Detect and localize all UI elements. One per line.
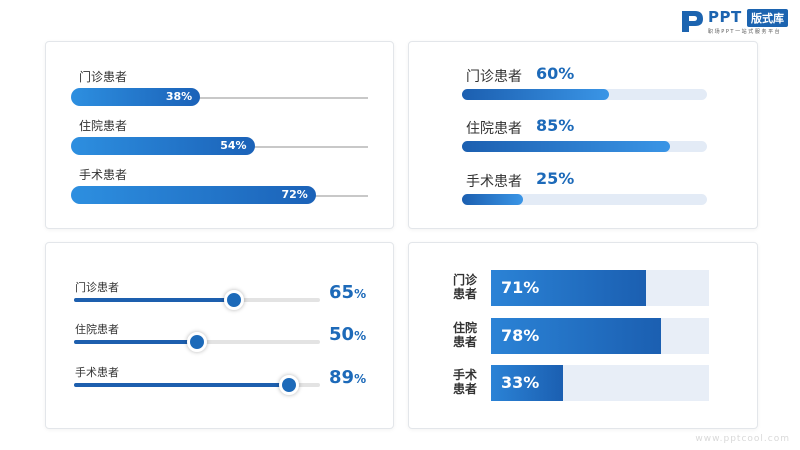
bar (462, 89, 609, 100)
bar (74, 298, 234, 302)
slider-knob (223, 290, 244, 310)
bar-label-line: 手术 (452, 368, 477, 382)
bar-label: 手术患者 (75, 366, 119, 379)
watermark: www.pptcool.com (695, 434, 790, 444)
data-label: 54% (220, 139, 247, 152)
data-label: 60% (536, 64, 575, 83)
unit-label: % (354, 287, 367, 301)
bar-label-line: 门诊 (452, 273, 477, 287)
bar: 72% (71, 186, 316, 204)
logo: PPT 版式库 职场PPT一站式服务平台 (679, 8, 795, 36)
bar-label: 门诊患者 (447, 273, 483, 301)
bar-label: 住院患者 (79, 119, 128, 133)
bar (462, 194, 524, 205)
data-label: 25% (536, 169, 575, 188)
unit-label: % (354, 329, 367, 343)
panel-slider-bars: 门诊患者 65% 住院患者 50% 手术患者 89% (45, 242, 394, 429)
bar: 38% (71, 88, 201, 106)
bar-track (462, 89, 707, 100)
data-label: 50% (329, 324, 366, 345)
bar: 33% (491, 365, 563, 401)
logo-tagline: 职场PPT一站式服务平台 (708, 29, 782, 35)
bar-label: 住院患者 (447, 321, 483, 349)
bar-track (74, 332, 320, 352)
data-label: 65% (329, 282, 366, 303)
data-label: 78% (501, 326, 540, 345)
value: 50 (329, 324, 355, 345)
value: 65 (329, 282, 355, 303)
bar-label: 门诊患者 (75, 281, 119, 294)
bar-label: 住院患者 (466, 121, 522, 137)
data-label: 71% (501, 278, 540, 297)
bar-label: 手术患者 (79, 168, 128, 182)
bar-track (462, 194, 707, 205)
bar (462, 141, 671, 152)
logo-badge: 版式库 (747, 9, 788, 27)
bar (74, 383, 293, 387)
data-label: 85% (536, 116, 575, 135)
bar-track: 33% (491, 365, 709, 401)
unit-label: % (354, 372, 367, 386)
bar-track (76, 97, 368, 99)
data-label: 33% (501, 373, 540, 392)
bar-track (462, 141, 707, 152)
bar-label: 门诊患者 (79, 70, 128, 84)
logo-p-icon (682, 11, 703, 32)
bar-label-line: 患者 (452, 335, 477, 349)
data-label: 38% (165, 90, 193, 103)
bar-label-line: 住院 (452, 321, 477, 335)
bar-label-line: 患者 (452, 382, 477, 396)
bar-label-line: 患者 (452, 287, 477, 301)
bar-track (74, 375, 320, 395)
bar-label: 手术患者 (466, 174, 522, 190)
bar-track (74, 290, 320, 310)
bar: 71% (491, 270, 646, 306)
slider-knob (279, 375, 299, 395)
bar-label: 手术患者 (447, 368, 483, 396)
slider-knob (187, 332, 207, 352)
data-label: 89% (329, 367, 366, 388)
value: 89 (329, 367, 355, 388)
panel-block-bars: 门诊 患者 71% 住院 患者 78% 手术 患者 33% (408, 242, 758, 429)
panel-pill-bars: 门诊患者 38% 住院患者 54% 手术患者 72% (45, 41, 394, 229)
bar-track: 71% (491, 270, 709, 306)
bar: 54% (71, 137, 255, 155)
logo-text: PPT (708, 8, 742, 26)
bar: 78% (491, 318, 662, 354)
panel-progress-bars: 门诊患者 60% 住院患者 85% 手术患者 25% (408, 41, 758, 229)
bar (74, 340, 197, 344)
bar-label: 住院患者 (75, 323, 119, 336)
bar-track: 78% (491, 318, 709, 354)
data-label: 72% (281, 188, 308, 201)
bar-label: 门诊患者 (466, 69, 522, 85)
